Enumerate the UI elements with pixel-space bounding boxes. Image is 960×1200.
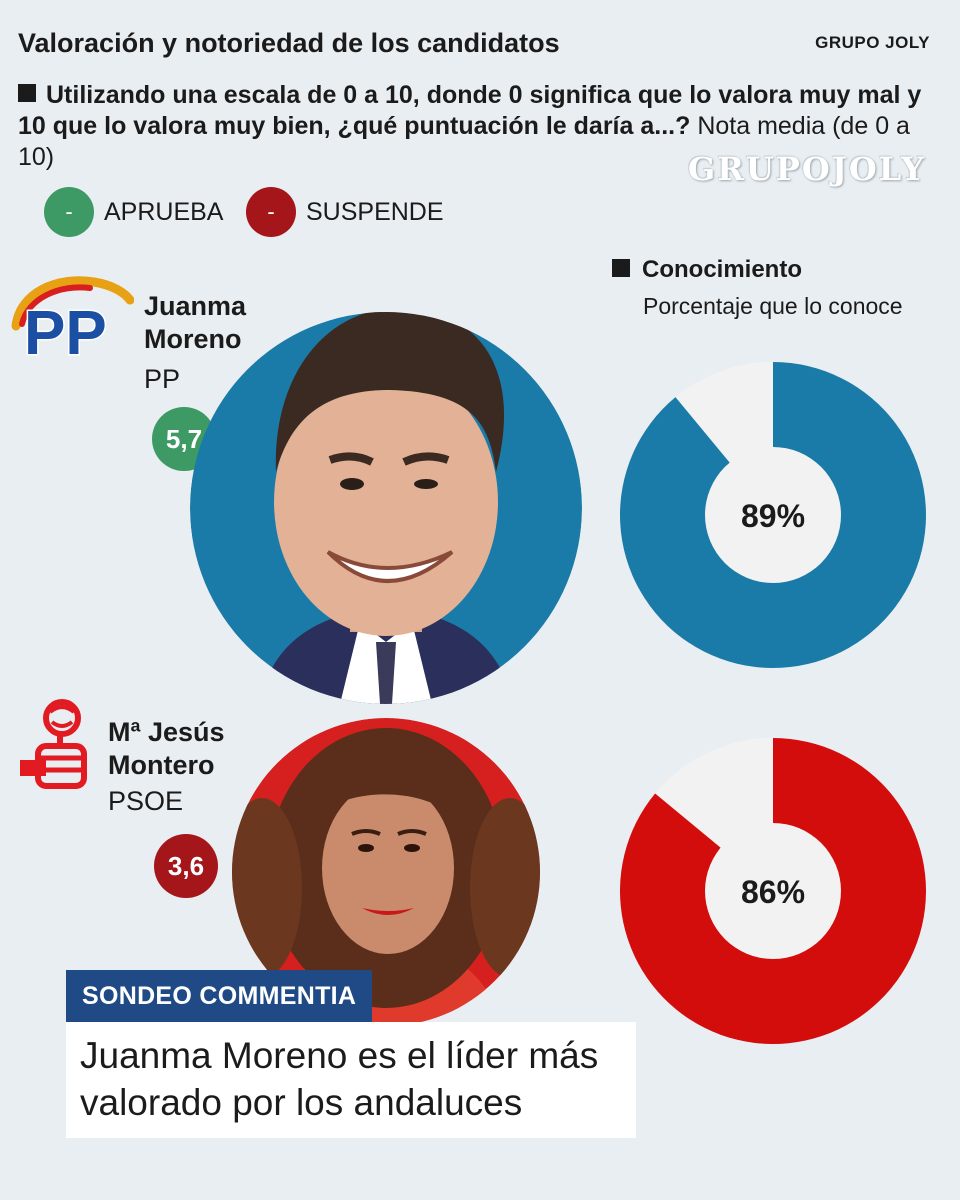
legend-fail: - SUSPENDE	[246, 186, 444, 238]
candidate-1-party: PP	[144, 364, 181, 394]
survey-banner: SONDEO COMMENTIA	[66, 970, 373, 1022]
legend-approve: - APRUEBA	[44, 186, 223, 238]
survey-question: Utilizando una escala de 0 a 10, donde 0…	[18, 80, 933, 173]
candidate-2-name-line2: Montero	[108, 750, 215, 780]
candidate-1-name: Juanma Moreno	[144, 290, 246, 356]
candidate-1-name-line2: Moreno	[144, 324, 242, 354]
fail-label: SUSPENDE	[306, 197, 444, 226]
knowledge-donut-1: 89%	[620, 362, 926, 668]
candidate-1-name-line1: Juanma	[144, 291, 247, 321]
pp-logo-text: PP	[24, 299, 107, 360]
bullet-square-icon	[612, 259, 630, 277]
candidate-1-photo	[190, 312, 582, 704]
donut-1-hole	[705, 447, 841, 583]
knowledge-subtitle: Porcentaje que lo conoce	[643, 293, 903, 319]
knowledge-title-text: Conocimiento	[642, 256, 802, 283]
question-note: Nota media (de 0 a 10)	[18, 112, 910, 171]
watermark: GRUPOJOLY	[687, 150, 926, 188]
question-text: Utilizando una escala de 0 a 10, donde 0…	[18, 81, 922, 140]
donut-1-value-label: 89%	[741, 498, 805, 534]
pp-logo: PP	[11, 276, 134, 360]
candidate-2-name-line1: Mª Jesús	[108, 717, 225, 747]
candidate-2-score-badge: 3,6	[154, 834, 218, 898]
psoe-logo	[20, 699, 87, 789]
approve-label: APRUEBA	[104, 197, 224, 226]
candidate-2-party: PSOE	[108, 786, 184, 816]
fail-dot: -	[246, 187, 296, 237]
candidate-2-name: Mª Jesús Montero	[108, 716, 225, 782]
knowledge-donut-2: 86%	[620, 738, 926, 1044]
chart-title: Valoración y notoriedad de los candidato…	[18, 28, 560, 58]
candidate-2-photo	[232, 718, 540, 1026]
brand-label: GRUPO JOLY	[815, 33, 930, 52]
bullet-square-icon	[18, 84, 36, 102]
headline: Juanma Moreno es el líder más valorado p…	[66, 1022, 636, 1138]
donut-2-hole	[705, 823, 841, 959]
knowledge-title: Conocimiento	[612, 256, 802, 284]
donut-2-value-label: 86%	[741, 874, 805, 910]
approve-dot: -	[44, 187, 94, 237]
